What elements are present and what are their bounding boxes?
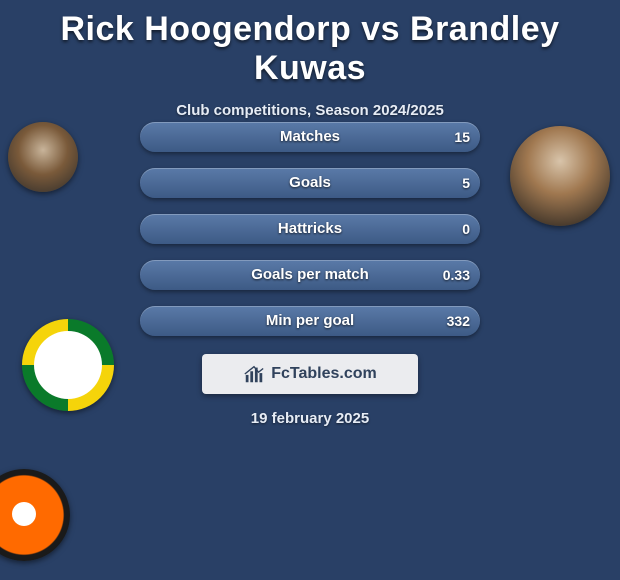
- date-text: 19 february 2025: [0, 410, 620, 427]
- stat-bar: Matches 15: [140, 122, 480, 152]
- player-left-avatar: [8, 122, 78, 192]
- stat-bar: Goals per match 0.33: [140, 260, 480, 290]
- stats-bars: Matches 15 Goals 5 Hattricks 0 Goals per…: [140, 122, 480, 352]
- brand-badge[interactable]: FcTables.com: [202, 354, 418, 394]
- stat-right-value: 0.33: [434, 260, 470, 290]
- subtitle: Club competitions, Season 2024/2025: [0, 102, 620, 119]
- stat-right-value: 5: [434, 168, 470, 198]
- stat-right-value: 332: [434, 306, 470, 336]
- stat-label: Matches: [140, 122, 480, 152]
- stat-bar: Min per goal 332: [140, 306, 480, 336]
- page-title: Rick Hoogendorp vs Brandley Kuwas: [0, 0, 620, 88]
- stat-bar: Goals 5: [140, 168, 480, 198]
- stat-label: Min per goal: [140, 306, 480, 336]
- player-right-avatar: [510, 126, 610, 226]
- club-right-crest: [0, 469, 70, 561]
- club-left-crest: [22, 319, 114, 411]
- stat-label: Goals: [140, 168, 480, 198]
- brand-text: FcTables.com: [271, 365, 377, 383]
- stat-right-value: 15: [434, 122, 470, 152]
- stat-bar: Hattricks 0: [140, 214, 480, 244]
- chart-icon: [243, 363, 265, 385]
- stat-label: Hattricks: [140, 214, 480, 244]
- stat-right-value: 0: [434, 214, 470, 244]
- stat-label: Goals per match: [140, 260, 480, 290]
